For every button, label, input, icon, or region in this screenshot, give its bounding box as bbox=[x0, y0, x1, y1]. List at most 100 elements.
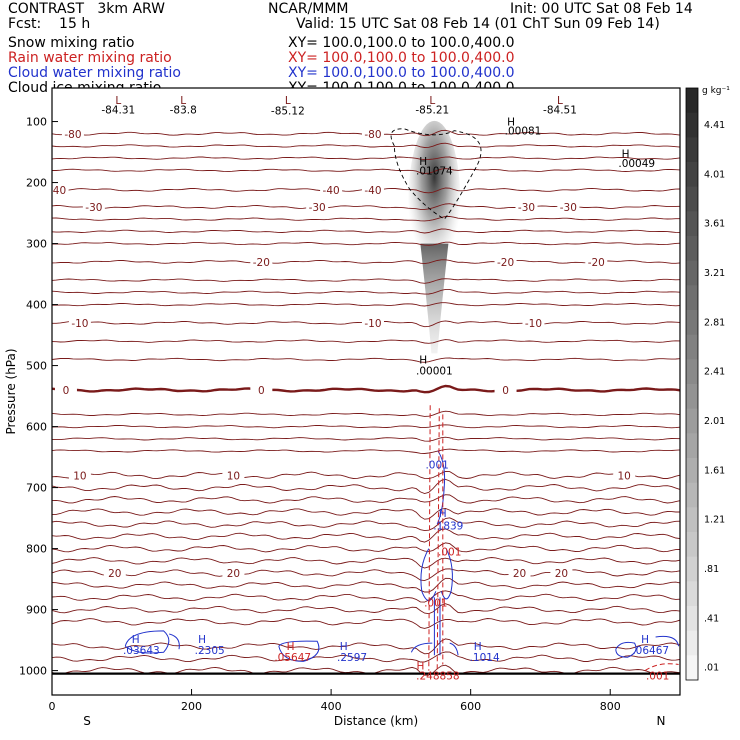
isotherm-label-bg bbox=[515, 200, 538, 214]
rain-label: .05647 bbox=[274, 652, 311, 664]
isotherm-label: 0 bbox=[502, 385, 509, 397]
south-label: S bbox=[83, 714, 91, 728]
snow-plume-stem bbox=[420, 243, 449, 354]
extremum-label: -84.31 bbox=[101, 104, 135, 116]
isotherm-labeled-line bbox=[52, 470, 680, 480]
isotherm-line bbox=[52, 542, 680, 553]
isotherm-label-bg bbox=[361, 316, 384, 330]
cloud-water-label: H bbox=[132, 634, 140, 646]
cloud-water-contour bbox=[615, 641, 637, 658]
x-tick-label: 0 bbox=[49, 700, 56, 713]
colorbar-segment bbox=[686, 532, 698, 558]
extremum-label: -84.51 bbox=[543, 104, 577, 116]
isotherm-label: -10 bbox=[364, 318, 381, 330]
extremum-label: L bbox=[285, 95, 291, 107]
isotherm-line bbox=[52, 156, 680, 161]
cloud-water-contour bbox=[436, 450, 446, 525]
isotherm-line bbox=[52, 241, 680, 246]
isotherm-label-bg bbox=[613, 469, 636, 483]
colorbar-frame bbox=[685, 87, 699, 681]
isotherm-label: -10 bbox=[71, 318, 88, 330]
isotherm-label-bg bbox=[61, 127, 84, 141]
colorbar-segment bbox=[686, 408, 698, 434]
isotherm-line bbox=[52, 638, 680, 655]
colorbar-segment bbox=[686, 433, 698, 459]
colorbar-segment bbox=[686, 260, 698, 286]
colorbar-segment bbox=[686, 458, 698, 484]
extremum-label: H bbox=[622, 148, 630, 160]
x-tick-label: 600 bbox=[460, 700, 481, 713]
isotherm-line bbox=[52, 448, 680, 454]
y-tick-label: 900 bbox=[26, 604, 47, 617]
colorbar-tick-label: 2.01 bbox=[704, 416, 725, 427]
colorbar-segment bbox=[686, 162, 698, 188]
rain-contour bbox=[428, 405, 431, 671]
x-axis-label: Distance (km) bbox=[334, 714, 418, 728]
extremum-label: -85.21 bbox=[415, 104, 449, 116]
field-label-snow: Snow mixing ratio bbox=[8, 35, 135, 51]
isotherm-label-bg bbox=[250, 255, 273, 269]
isotherm-line bbox=[52, 410, 680, 417]
isotherm-line bbox=[52, 651, 680, 663]
colorbar-segment bbox=[686, 285, 698, 311]
isotherm-line bbox=[52, 603, 680, 615]
isotherm-label: -80 bbox=[64, 129, 81, 141]
forecast-hour: Fcst: 15 h bbox=[8, 16, 91, 32]
valid-time: Valid: 15 UTC Sat 08 Feb 14 (01 ChT Sun … bbox=[296, 16, 660, 32]
init-time: Init: 00 UTC Sat 08 Feb 14 bbox=[510, 1, 693, 17]
isotherm-label: 0 bbox=[258, 385, 265, 397]
cloud-water-contour bbox=[449, 642, 459, 656]
extremum-label: .01074 bbox=[416, 165, 453, 177]
colorbar-tick-label: 1.21 bbox=[704, 515, 725, 526]
colorbar-tick-label: 4.41 bbox=[704, 120, 725, 131]
y-tick-label: 200 bbox=[26, 177, 47, 190]
cloud-water-label: .06467 bbox=[632, 645, 669, 657]
colorbar-segment bbox=[686, 655, 698, 681]
temperature-contours: -80 -80 -40 -40 -40 -30 -30 -30 -30 -20 -20 -20 -10 -… bbox=[49, 127, 680, 676]
extremum-label: L bbox=[180, 95, 186, 107]
field-xy-cloud-water: XY= 100.0,100.0 to 100.0,400.0 bbox=[288, 65, 515, 81]
rain-label: H bbox=[416, 661, 424, 673]
hydrometeor-contours bbox=[124, 128, 680, 672]
cloud-ice-contour bbox=[390, 128, 482, 220]
isotherm-line bbox=[52, 302, 680, 307]
isotherm-label-bg bbox=[494, 255, 517, 269]
isotherm-label: -40 bbox=[49, 185, 66, 197]
snow-shading bbox=[408, 120, 461, 354]
isotherm-label-bg bbox=[68, 469, 91, 483]
field-label-rain: Rain water mixing ratio bbox=[8, 50, 172, 66]
isotherm-line bbox=[52, 590, 680, 603]
isotherm-label: -30 bbox=[85, 202, 102, 214]
colorbar: 4.41 4.01 3.61 3.21 2.81 2.41 2.01 1.61 1.21 .81.… bbox=[685, 86, 730, 681]
colorbar-segment bbox=[686, 88, 698, 114]
isotherm-label: 20 bbox=[108, 568, 121, 580]
extremum-label: H bbox=[419, 156, 427, 168]
isotherm-label: -80 bbox=[364, 129, 381, 141]
snow-plume-core bbox=[408, 120, 461, 281]
isotherm-line bbox=[52, 618, 680, 629]
extremum-label: .00001 bbox=[416, 365, 453, 377]
y-tick-label: 700 bbox=[26, 482, 47, 495]
rain-label: H bbox=[287, 641, 295, 653]
extremum-label: .00081 bbox=[505, 126, 542, 138]
isotherm-label: -20 bbox=[497, 257, 514, 269]
x-tick-label: 400 bbox=[321, 700, 342, 713]
x-tick-label: 800 bbox=[600, 700, 621, 713]
isotherm-line bbox=[52, 494, 680, 504]
cloud-water-label: H bbox=[198, 634, 206, 646]
isotherm-label: 10 bbox=[73, 470, 86, 482]
colorbar-tick-label: .41 bbox=[704, 613, 719, 624]
north-label: N bbox=[657, 714, 666, 728]
rain-contour bbox=[436, 408, 440, 671]
isotherm-line bbox=[52, 142, 680, 148]
isotherm-label-bg bbox=[320, 183, 343, 197]
isotherm-label: -40 bbox=[364, 185, 381, 197]
cloud-water-contour bbox=[440, 548, 453, 600]
rain-label: .248858 bbox=[416, 670, 459, 682]
rain-label: .001 bbox=[438, 547, 461, 559]
colorbar-tick-label: 2.81 bbox=[704, 317, 725, 328]
colorbar-segment bbox=[686, 482, 698, 508]
isotherm-label-bg bbox=[222, 566, 245, 580]
y-axis-label: Pressure (hPa) bbox=[4, 348, 18, 434]
